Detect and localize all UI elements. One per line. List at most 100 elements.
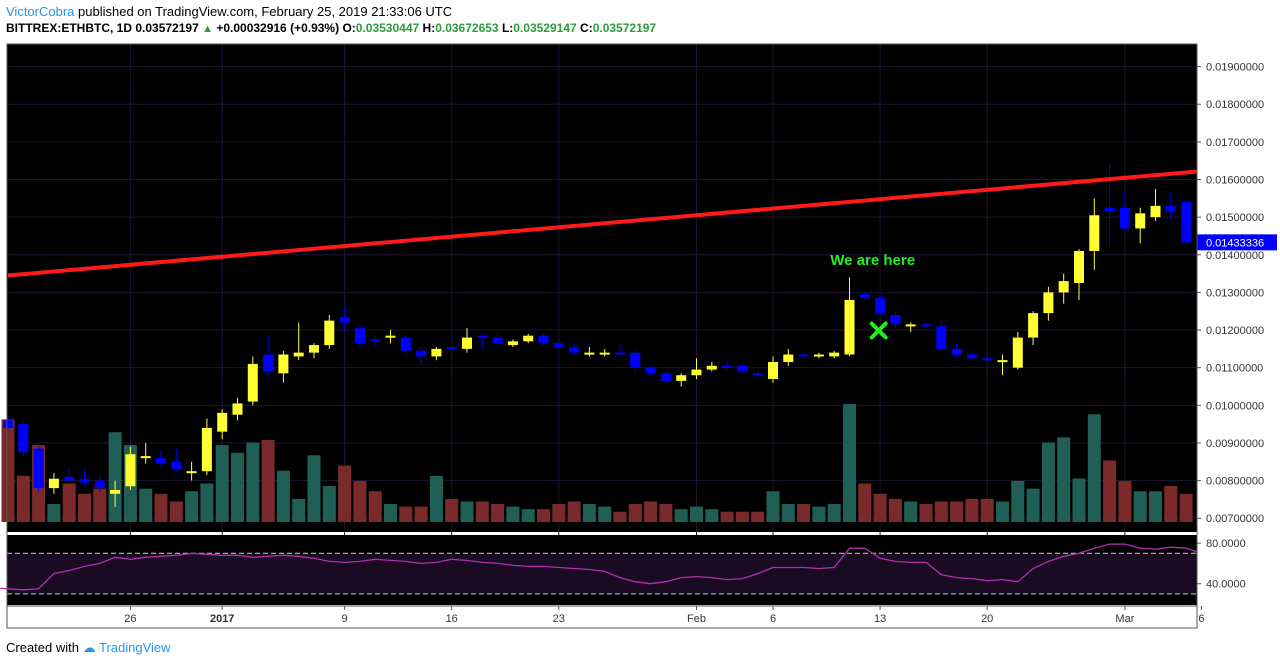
resistance-trendline[interactable] bbox=[7, 165, 1248, 278]
candle-body bbox=[400, 337, 411, 351]
candle bbox=[64, 467, 75, 483]
candle-body bbox=[584, 352, 595, 355]
time-axis[interactable] bbox=[7, 606, 1197, 628]
candle-body bbox=[859, 294, 870, 299]
volume-bar bbox=[200, 483, 214, 522]
volume-bar bbox=[185, 491, 199, 522]
volume-bar bbox=[384, 504, 397, 522]
volume-bar bbox=[429, 475, 443, 522]
volume-bar bbox=[980, 498, 994, 522]
candle-body bbox=[263, 354, 274, 372]
volume-bar bbox=[307, 455, 321, 522]
volume-bar bbox=[888, 498, 902, 522]
candle bbox=[844, 277, 855, 357]
candle-body bbox=[293, 352, 304, 357]
candle-body bbox=[722, 365, 733, 368]
volume-bar bbox=[1057, 437, 1071, 522]
time-tick-label: 13 bbox=[874, 613, 886, 625]
candle-body bbox=[890, 314, 901, 325]
candle bbox=[553, 341, 564, 349]
rsi-tick-label: 80.0000 bbox=[1206, 538, 1246, 550]
candle bbox=[997, 354, 1008, 376]
candle bbox=[232, 397, 243, 421]
candle-body bbox=[615, 352, 625, 355]
candle-body bbox=[339, 316, 350, 323]
candle-body bbox=[798, 354, 809, 357]
candle bbox=[813, 352, 824, 359]
main-pane-background bbox=[7, 44, 1197, 532]
volume-bar bbox=[1041, 442, 1055, 522]
volume-bar bbox=[919, 504, 933, 522]
rsi-band bbox=[7, 553, 1197, 594]
time-tick-label: 26 bbox=[124, 613, 136, 625]
candle bbox=[477, 333, 488, 349]
volume-bar bbox=[491, 504, 505, 522]
candle bbox=[247, 356, 258, 406]
volume-bar bbox=[613, 511, 627, 522]
tradingview-brand[interactable]: TradingView bbox=[99, 640, 171, 655]
time-tick-label: 16 bbox=[446, 613, 458, 625]
open-label: O: bbox=[342, 21, 356, 35]
candle bbox=[890, 311, 901, 329]
candle bbox=[569, 343, 580, 355]
candle-body bbox=[247, 363, 258, 402]
author-link[interactable]: VictorCobra bbox=[6, 4, 75, 19]
candle bbox=[615, 343, 625, 355]
volume-bar bbox=[950, 501, 964, 522]
candle bbox=[217, 409, 228, 440]
candle bbox=[676, 373, 687, 387]
volume-bar bbox=[16, 475, 30, 522]
volume-bar bbox=[659, 504, 673, 522]
time-tick-label: Feb bbox=[687, 613, 706, 625]
candle bbox=[416, 346, 427, 366]
volume-bar bbox=[644, 501, 658, 522]
candle bbox=[1089, 198, 1100, 270]
price-tick-label: 0.01500000 bbox=[1206, 212, 1264, 224]
candle bbox=[492, 333, 503, 346]
candle-body bbox=[309, 345, 319, 353]
candle-body bbox=[217, 412, 228, 432]
candle bbox=[156, 450, 166, 468]
volume-bar bbox=[1118, 480, 1132, 522]
price-tick-label: 0.00800000 bbox=[1206, 476, 1264, 488]
candle-body bbox=[1150, 205, 1161, 218]
candle-body bbox=[538, 335, 549, 344]
candle bbox=[936, 318, 947, 351]
candle bbox=[431, 346, 442, 361]
candle-body bbox=[156, 458, 166, 464]
candle-body bbox=[416, 350, 427, 357]
volume-bar bbox=[475, 501, 489, 522]
price-tick-label: 0.01000000 bbox=[1206, 400, 1264, 412]
volume-bar bbox=[705, 509, 719, 522]
candle-body bbox=[599, 352, 610, 355]
price-tick-label: 0.01800000 bbox=[1206, 99, 1264, 111]
candle-body bbox=[1104, 207, 1115, 212]
volume-bar bbox=[78, 493, 91, 522]
volume-bar bbox=[1149, 491, 1162, 522]
price-tick-label: 0.01600000 bbox=[1206, 174, 1264, 186]
volume-bar bbox=[1133, 491, 1147, 522]
time-axis-ticks: 26 2017 9 16 23 Feb 6 13 20 Mar 6 bbox=[124, 606, 1204, 625]
price-tick-label: 0.01300000 bbox=[1206, 287, 1264, 299]
volume-bar bbox=[537, 509, 550, 522]
candle bbox=[1012, 331, 1023, 370]
candle-body bbox=[844, 299, 855, 355]
candle-body bbox=[64, 476, 75, 481]
low-value: 0.03529147 bbox=[513, 21, 577, 35]
volume-bar bbox=[843, 404, 856, 522]
candle bbox=[966, 350, 977, 361]
volume-bar bbox=[1011, 480, 1025, 522]
candle bbox=[859, 292, 870, 300]
candle bbox=[1165, 192, 1176, 220]
candle bbox=[875, 294, 886, 315]
volume-bar bbox=[965, 498, 979, 522]
candle bbox=[538, 333, 549, 346]
candle bbox=[339, 307, 350, 332]
volume-bar bbox=[873, 493, 887, 522]
price-axis[interactable] bbox=[1197, 44, 1280, 606]
volume-bar bbox=[154, 493, 168, 522]
candle-body bbox=[936, 326, 947, 349]
candle-body bbox=[569, 346, 580, 353]
